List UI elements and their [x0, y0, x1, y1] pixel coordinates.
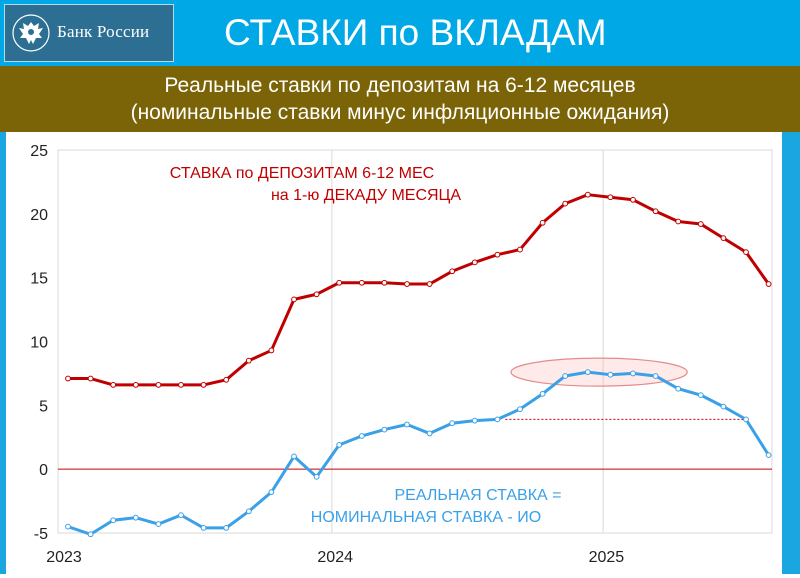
nominal-rate-point	[607, 194, 614, 201]
x-tick-label: 2024	[317, 549, 353, 566]
real-rate-point	[65, 523, 71, 530]
nominal-rate-point	[178, 382, 184, 388]
nominal-rate-point	[313, 291, 320, 298]
real-rate-point	[110, 517, 117, 524]
y-tick-label: 25	[30, 143, 48, 160]
nominal-rate-point	[110, 382, 117, 388]
nominal-rate-point	[675, 218, 682, 225]
subtitle-band: Реальные ставки по депозитам на 6-12 мес…	[0, 66, 800, 132]
real-rate-point	[245, 508, 252, 515]
real-rate-point	[675, 385, 682, 392]
real-rate-point	[765, 452, 772, 459]
real-rate-point	[562, 373, 569, 379]
annotation-text: на 1-ю ДЕКАДУ МЕСЯЦА	[271, 187, 461, 204]
nominal-rate-point	[562, 200, 569, 207]
annotation-text: РЕАЛЬНАЯ СТАВКА =	[395, 487, 562, 504]
real-rate-point	[358, 433, 365, 439]
nominal-rate-point	[358, 279, 365, 286]
real-rate-point	[313, 473, 320, 480]
real-rate-point	[223, 524, 230, 531]
nominal-rate-point	[223, 376, 230, 383]
page-title: СТАВКИ по ВКЛАДАМ	[224, 12, 607, 53]
nominal-rate-point	[765, 281, 772, 287]
bank-logo: Банк России	[4, 4, 174, 62]
real-rate-point	[291, 453, 297, 460]
y-tick-label: -5	[34, 526, 48, 543]
real-rate-point	[426, 430, 433, 437]
nominal-rate-point	[471, 259, 478, 266]
nominal-rate-series-line	[68, 193, 770, 387]
real-rate-point	[517, 406, 523, 413]
nominal-rate-point	[268, 347, 275, 354]
nominal-rate-point	[65, 375, 71, 382]
nominal-rate-point	[697, 221, 704, 227]
nominal-rate-point	[517, 246, 523, 253]
nominal-rate-point	[87, 375, 94, 382]
y-tick-label: 10	[30, 335, 48, 352]
real-rate-point	[404, 421, 410, 428]
nominal-rate-point	[404, 281, 410, 287]
header-bar: Банк России СТАВКИ по ВКЛАДАМ	[0, 0, 800, 66]
nominal-rate-point	[132, 382, 139, 388]
real-rate-point	[652, 373, 659, 379]
real-rate-point	[132, 514, 139, 521]
real-rate-point	[720, 403, 727, 410]
real-rate-point	[449, 420, 456, 427]
real-rate-point	[471, 417, 478, 424]
nominal-rate-point	[426, 281, 433, 287]
real-rate-point	[539, 390, 546, 397]
x-tick-label: 2025	[589, 549, 625, 566]
y-tick-label: 0	[39, 462, 48, 479]
nominal-rate-point	[449, 268, 456, 275]
real-rate-point	[200, 524, 207, 531]
nominal-rate-point	[584, 191, 591, 198]
real-rate-point	[607, 371, 614, 378]
plot-frame	[57, 149, 773, 534]
real-rate-point	[178, 512, 184, 519]
y-tick-label: 15	[30, 271, 48, 288]
logo-text: Банк России	[57, 22, 150, 41]
real-rate-point	[630, 370, 636, 377]
nominal-rate-point	[630, 196, 636, 203]
real-rate-point	[743, 416, 749, 423]
double-headed-eagle-icon	[12, 14, 50, 52]
nominal-rate-point	[336, 279, 343, 286]
nominal-rate-point	[743, 249, 749, 256]
real-rate-point	[697, 392, 704, 399]
real-rate-point	[87, 531, 94, 538]
nominal-rate-point	[381, 279, 388, 286]
nominal-rate-point	[720, 235, 727, 241]
nominal-rate-point	[200, 382, 207, 388]
real-rate-point	[336, 442, 343, 448]
real-rate-point	[381, 426, 388, 433]
y-tick-label: 20	[30, 207, 48, 224]
nominal-rate-point	[539, 219, 546, 226]
nominal-rate-point	[291, 296, 297, 303]
real-rate-point	[155, 521, 162, 527]
subtitle-line-1: Реальные ставки по депозитам на 6-12 мес…	[164, 74, 636, 97]
y-tick-label: 5	[39, 398, 48, 415]
real-rate-point	[494, 416, 501, 423]
nominal-rate-point	[494, 251, 501, 258]
real-rate-series-line	[67, 370, 770, 536]
chart-area: -5 0 5 10 15 20 25 2023 2024 2025 СТАВКА по ДЕПОЗИ…	[6, 132, 782, 574]
real-rate-point	[584, 369, 591, 376]
annotation-text: СТАВКА по ДЕПОЗИТАМ 6-12 МЕС	[170, 165, 434, 182]
x-tick-label: 2023	[46, 549, 82, 566]
chart-panel: -5 0 5 10 15 20 25 2023 2024 2025 СТАВКА по ДЕПОЗИ…	[0, 132, 800, 574]
nominal-rate-point	[245, 357, 252, 364]
nominal-rate-point	[155, 382, 162, 388]
nominal-rate-point	[652, 208, 659, 215]
annotation-text: НОМИНАЛЬНАЯ СТАВКА - ИО	[311, 509, 541, 526]
subtitle-line-2: (номинальные ставки минус инфляционные о…	[130, 101, 670, 124]
real-rate-point	[268, 489, 275, 496]
